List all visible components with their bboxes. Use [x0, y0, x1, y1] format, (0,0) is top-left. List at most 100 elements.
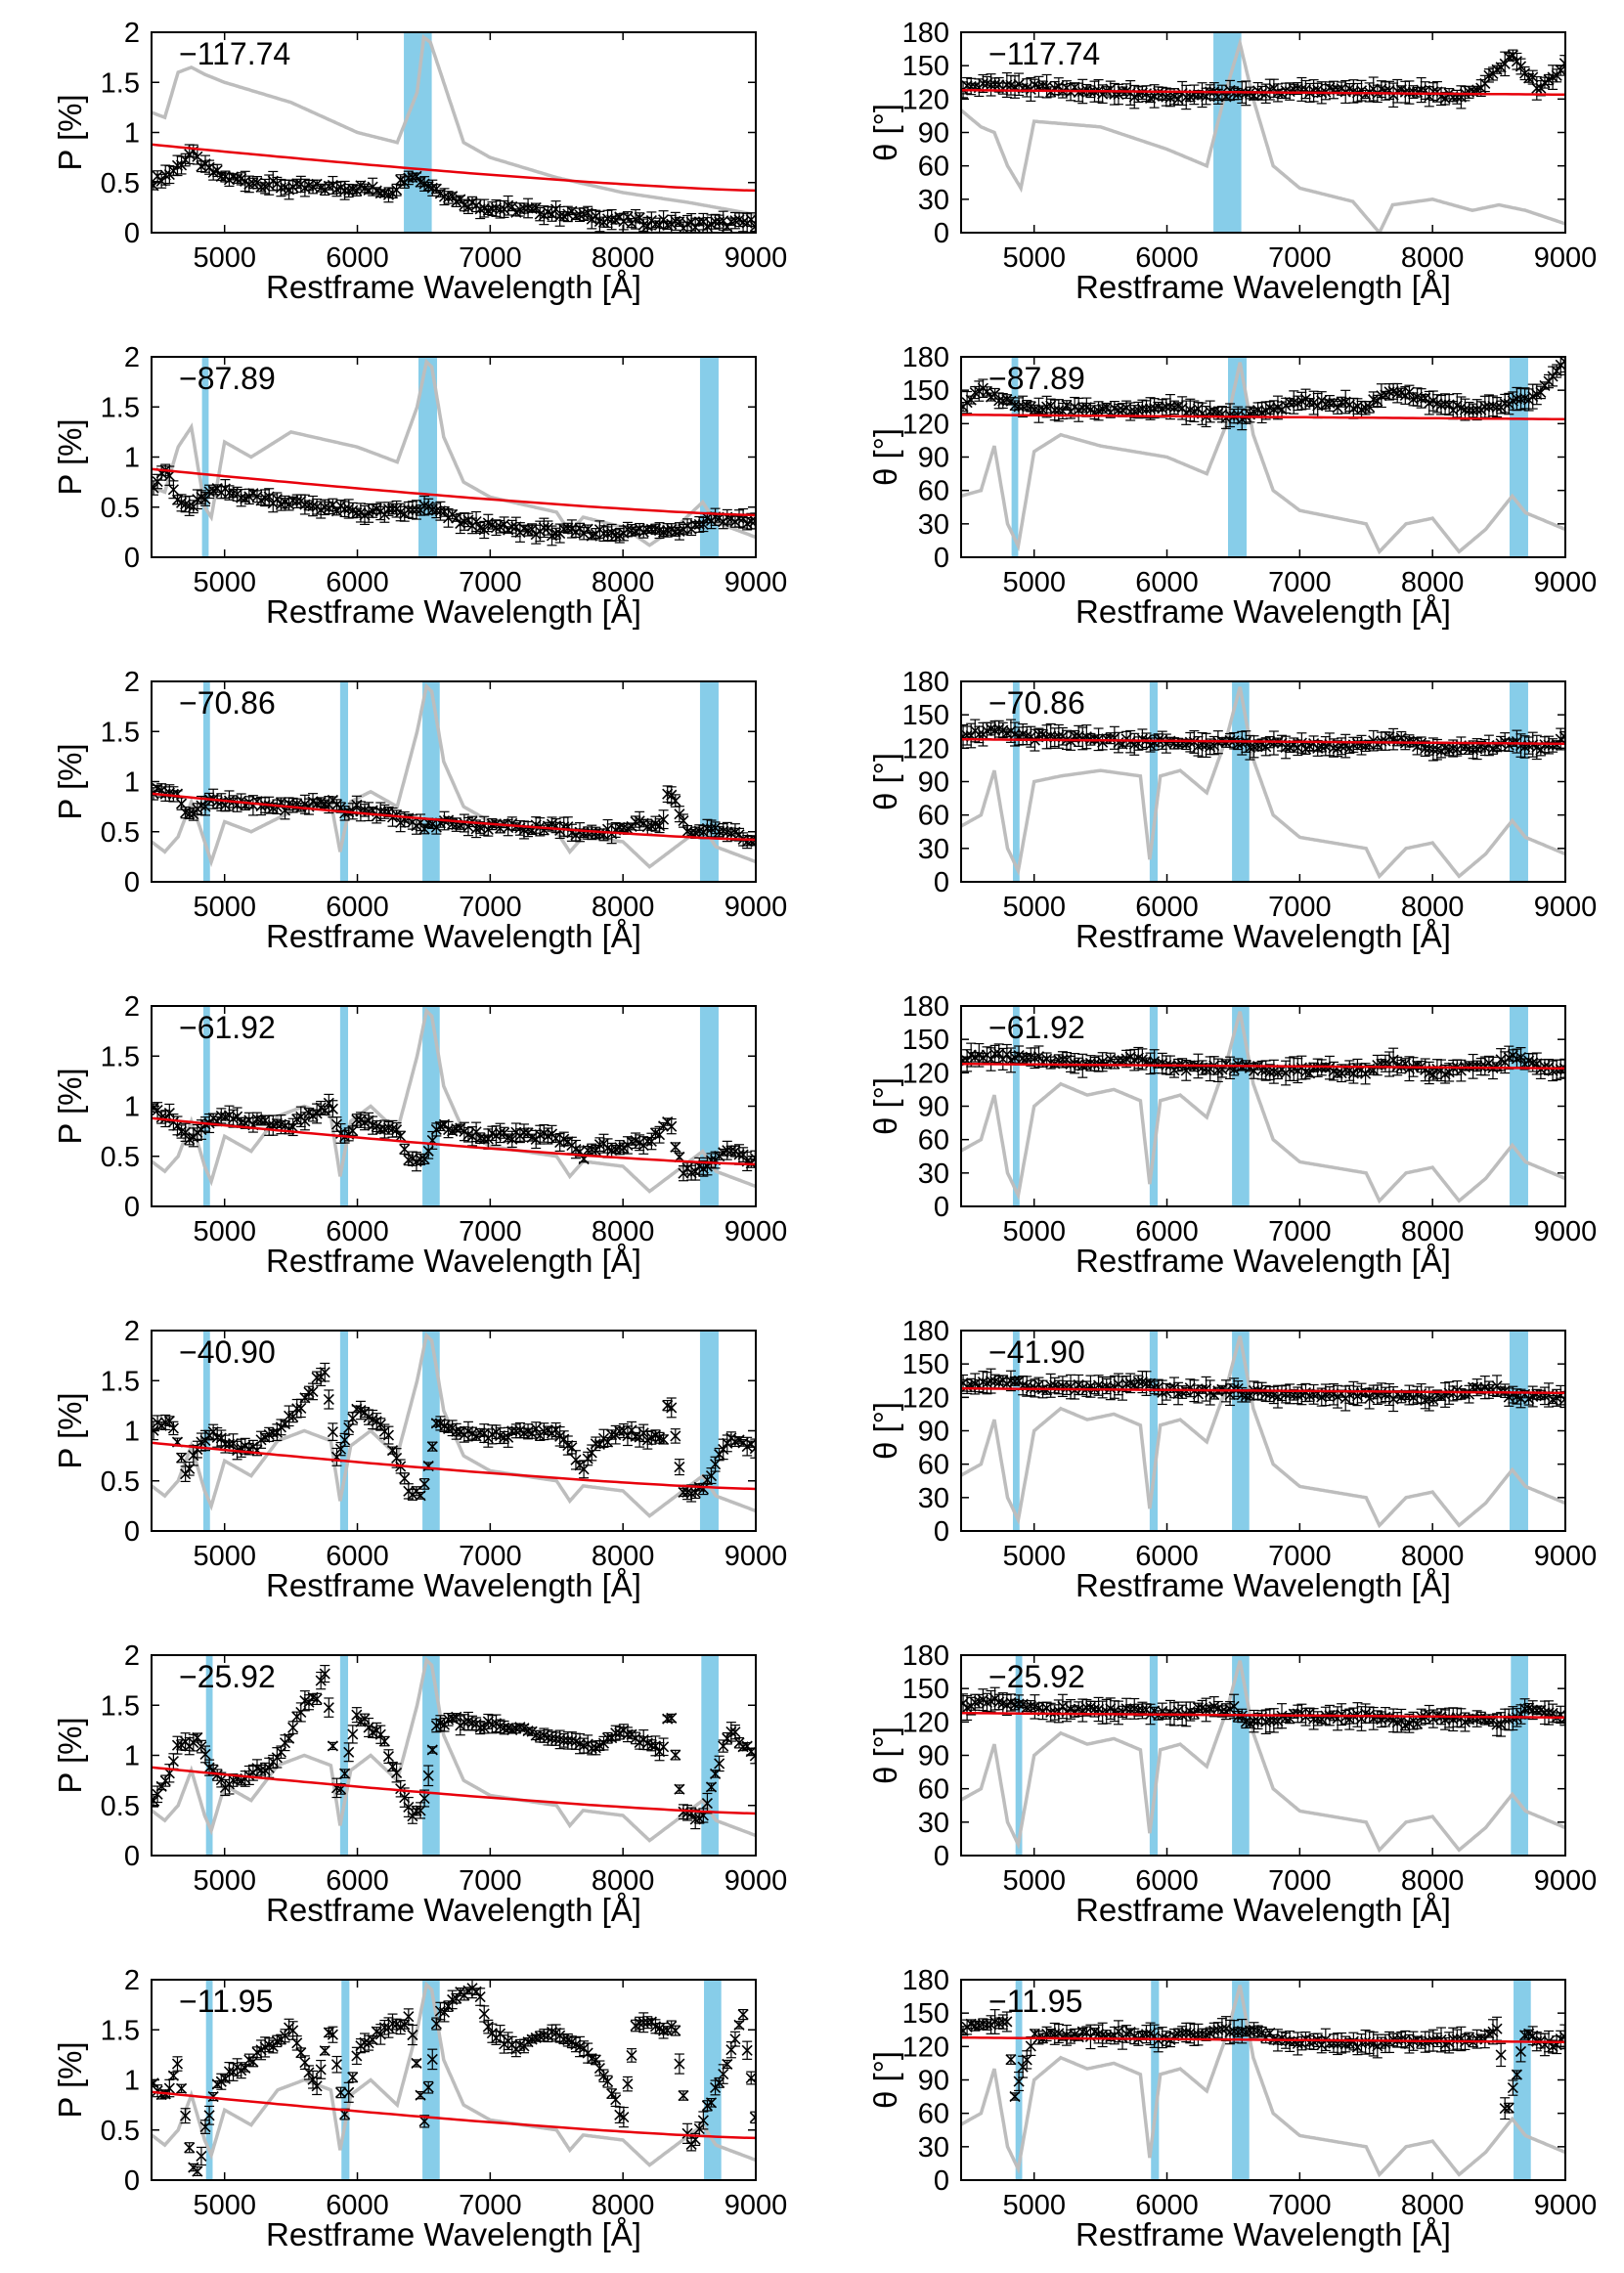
cross-marker: [319, 798, 330, 809]
y-tick-label: 60: [918, 152, 949, 183]
cross-marker: [689, 221, 701, 233]
data-point: [538, 517, 549, 539]
cross-marker: [407, 171, 418, 184]
epoch-label: −117.74: [988, 36, 1100, 71]
data-point: [1443, 393, 1455, 416]
cross-marker: [275, 182, 286, 194]
cross-marker: [494, 203, 506, 215]
cross-marker: [1136, 403, 1148, 415]
x-tick-label: 7000: [1268, 567, 1332, 598]
cross-marker: [1391, 387, 1403, 399]
cross-marker: [255, 1115, 267, 1126]
cross-marker: [714, 216, 725, 228]
flux-spectrum-line: [961, 686, 1565, 880]
data-point: [315, 182, 327, 194]
data-point: [259, 178, 271, 195]
cross-marker: [578, 208, 590, 220]
data-point: [1543, 735, 1555, 755]
plot-area: [152, 32, 756, 233]
cross-marker: [1224, 410, 1236, 421]
cross-marker: [403, 503, 415, 515]
data-point: [1376, 383, 1387, 409]
cross-marker: [697, 518, 709, 531]
data-point: [299, 494, 311, 515]
cross-marker: [737, 216, 749, 228]
cross-marker: [259, 1115, 271, 1126]
cross-marker: [159, 169, 171, 181]
cross-marker: [1499, 398, 1511, 410]
cross-marker: [347, 806, 359, 817]
cross-marker: [725, 216, 737, 228]
data-point: [1032, 397, 1045, 423]
cross-marker: [550, 528, 562, 540]
y-tick-label: 1.5: [101, 392, 140, 423]
cross-marker: [1088, 733, 1101, 745]
y-tick-label: 90: [918, 443, 949, 474]
data-point: [530, 816, 542, 834]
x-tick-label: 6000: [1135, 892, 1199, 923]
data-point: [1164, 394, 1176, 420]
shaded-band: [339, 1006, 349, 1206]
y-tick-label: 0: [124, 218, 140, 249]
y-tick-label: 30: [918, 509, 949, 541]
data-point: [969, 385, 981, 400]
cross-marker: [973, 728, 985, 740]
data-point: [347, 803, 359, 820]
isp-fit-line: [961, 88, 1565, 97]
shaded-band: [1011, 357, 1019, 557]
y-tick-label: 30: [918, 185, 949, 216]
cross-marker: [649, 523, 662, 535]
x-axis-label: Restframe Wavelength [Å]: [266, 269, 641, 305]
y-tick-label: 0.5: [101, 168, 140, 199]
data-point: [275, 178, 286, 197]
data-point: [434, 501, 446, 521]
cross-marker: [1360, 402, 1372, 414]
data-point: [1001, 71, 1013, 98]
y-tick-label: 0: [934, 218, 949, 249]
cross-marker: [255, 181, 267, 193]
cross-marker: [1471, 404, 1483, 415]
x-tick-label: 7000: [459, 567, 522, 598]
cross-marker: [418, 500, 430, 511]
x-tick-label: 5000: [193, 567, 256, 598]
data-point: [601, 209, 614, 228]
data-point: [1136, 728, 1148, 750]
cross-marker: [411, 503, 422, 516]
x-tick-label: 8000: [592, 567, 655, 598]
cross-marker: [558, 523, 570, 535]
cross-marker: [590, 210, 601, 222]
data-point: [215, 170, 227, 183]
cross-marker: [985, 79, 997, 91]
data-point: [1041, 73, 1053, 99]
flux-spectrum-line: [152, 358, 756, 547]
cross-marker: [570, 210, 582, 222]
data-point: [634, 212, 645, 224]
x-tick-label: 9000: [724, 242, 788, 274]
cross-marker: [1076, 402, 1088, 414]
isp-fit-line: [152, 792, 756, 842]
data-point: [371, 503, 382, 515]
shaded-band: [1012, 681, 1020, 882]
cross-marker: [562, 522, 574, 534]
x-tick-label: 5000: [193, 892, 256, 923]
data-point: [1543, 73, 1555, 86]
cross-marker: [1316, 741, 1328, 753]
data-point: [745, 212, 756, 227]
data-point: [697, 516, 709, 533]
cross-marker: [506, 521, 518, 533]
cross-marker: [291, 178, 303, 190]
cross-marker: [1001, 79, 1013, 91]
cross-marker: [1443, 744, 1455, 756]
data-point: [443, 191, 455, 204]
shaded-band: [422, 1006, 440, 1206]
cross-marker: [211, 164, 223, 176]
shaded-band: [1509, 357, 1528, 557]
cross-marker: [1053, 405, 1065, 416]
data-point: [554, 205, 566, 227]
y-tick-label: 0: [124, 543, 140, 574]
cross-marker: [1032, 728, 1045, 741]
y-tick-label: 150: [902, 700, 949, 731]
data-point: [451, 512, 462, 524]
